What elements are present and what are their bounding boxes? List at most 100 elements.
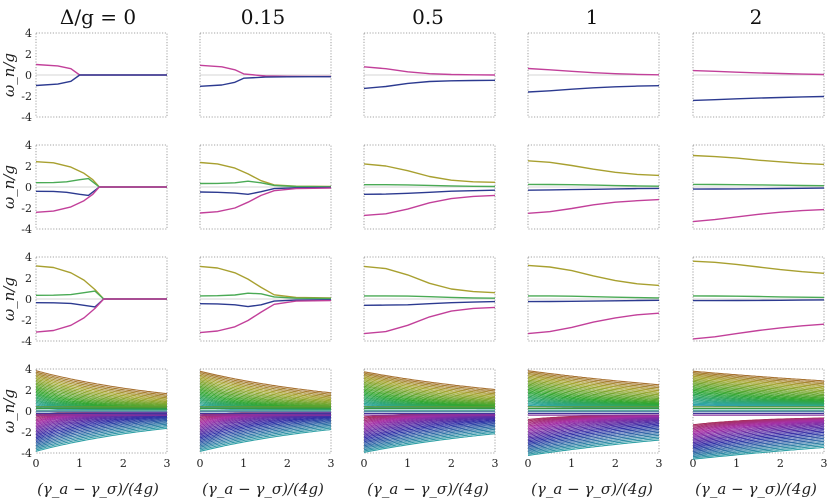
series-line-4 bbox=[692, 208, 825, 223]
family-line-lower bbox=[35, 414, 168, 436]
family-line-upper bbox=[199, 388, 332, 408]
y-tick-label: 0 bbox=[25, 69, 32, 82]
family-line-lower bbox=[527, 419, 660, 437]
family-line-upper bbox=[527, 388, 660, 404]
family-line-upper bbox=[363, 386, 496, 405]
series-line-3 bbox=[692, 187, 825, 190]
y-tick-label: 4 bbox=[25, 27, 32, 40]
family-line-upper bbox=[527, 383, 660, 400]
panel-frame bbox=[363, 256, 496, 342]
family-line-upper bbox=[363, 385, 496, 404]
family-line-upper bbox=[35, 378, 168, 403]
y-axis-label-3: ω_n/g bbox=[0, 277, 18, 321]
x-axis-label-3: (γ_a − γ_σ)/(4g) bbox=[367, 480, 489, 498]
series-line-4 bbox=[35, 186, 167, 213]
x-tick-label: 1 bbox=[568, 457, 575, 470]
panel-r1-c2 bbox=[199, 32, 332, 118]
family-line-upper bbox=[199, 386, 332, 407]
family-line-upper bbox=[527, 370, 660, 386]
family-line-upper bbox=[35, 375, 168, 400]
family-line-lower bbox=[363, 428, 496, 449]
family-line-lower bbox=[363, 418, 496, 439]
series-line-3 bbox=[363, 300, 496, 306]
panel-frame bbox=[35, 256, 168, 342]
series-line-2 bbox=[199, 180, 332, 188]
panel-r1-c1: 4 2 0 -2 -4 bbox=[21, 27, 168, 124]
family-line-lower bbox=[363, 423, 496, 444]
y-tick-label: 0 bbox=[25, 181, 32, 194]
family-line-upper bbox=[527, 376, 660, 393]
series-line-1 bbox=[199, 265, 332, 299]
family-line-lower bbox=[527, 439, 660, 457]
panel-frame bbox=[199, 256, 332, 342]
family-line-upper bbox=[199, 384, 332, 406]
y-tick-label: -4 bbox=[21, 111, 32, 124]
family-line-upper bbox=[527, 392, 660, 406]
family-line-upper bbox=[363, 384, 496, 403]
family-line-upper bbox=[692, 397, 825, 405]
family-line-lower bbox=[527, 428, 660, 447]
y-tick-label: -4 bbox=[21, 223, 32, 236]
panel-r4-c3: 0 1 2 3 bbox=[361, 368, 499, 470]
family-line-upper bbox=[527, 387, 660, 403]
family-line-lower bbox=[363, 430, 496, 451]
x-tick-label: 0 bbox=[525, 457, 532, 470]
x-tick-label: 3 bbox=[492, 457, 499, 470]
family-line-lower bbox=[692, 434, 825, 450]
family-line-upper bbox=[692, 387, 825, 399]
column-titles: Δ/g = 0 0.15 0.5 1 2 bbox=[60, 5, 762, 29]
family-line-upper bbox=[527, 372, 660, 389]
series-line-1 bbox=[35, 63, 167, 76]
series-line-4 bbox=[199, 299, 332, 334]
family-line-lower bbox=[363, 426, 496, 447]
panel-r2-c1: 4 2 0 -2 -4 bbox=[21, 139, 168, 236]
family-line-upper bbox=[527, 378, 660, 394]
family-line-lower bbox=[363, 415, 495, 432]
y-tick-label: -4 bbox=[21, 335, 32, 348]
x-tick-label: 0 bbox=[33, 457, 40, 470]
family-line-upper bbox=[199, 377, 332, 401]
family-line-lower bbox=[527, 426, 660, 445]
series-line-2 bbox=[527, 85, 660, 93]
series-line-2 bbox=[363, 79, 496, 90]
family-line-lower bbox=[199, 422, 332, 446]
family-line-lower bbox=[692, 427, 825, 444]
y-tick-label: -2 bbox=[21, 202, 32, 215]
family-line-lower bbox=[692, 439, 825, 454]
family-line-upper bbox=[527, 380, 660, 397]
family-line-lower bbox=[35, 415, 168, 437]
series-line-2 bbox=[199, 292, 332, 300]
family-line-upper bbox=[692, 396, 825, 405]
panel-frame bbox=[35, 368, 168, 454]
panel-r4-c5: 0 1 2 3 bbox=[690, 368, 828, 470]
y-axis-label-2: ω_n/g bbox=[0, 165, 18, 209]
column-title-2: 0.15 bbox=[241, 5, 286, 29]
y-tick-label: 2 bbox=[25, 48, 32, 61]
y-tick-label: 0 bbox=[25, 405, 32, 418]
panel-r4-c2: 0 1 2 3 bbox=[197, 368, 335, 470]
panel-r2-c3 bbox=[363, 144, 496, 230]
y-tick-label: 0 bbox=[25, 293, 32, 306]
panel-frame bbox=[527, 32, 660, 118]
y-tick-label: 4 bbox=[25, 251, 32, 264]
family-line-lower bbox=[527, 415, 660, 430]
family-line-lower bbox=[527, 430, 660, 449]
series-line-2 bbox=[35, 177, 167, 188]
family-line-upper bbox=[199, 382, 332, 405]
family-line-lower bbox=[199, 415, 332, 436]
x-tick-label: 2 bbox=[612, 457, 619, 470]
family-line-upper bbox=[35, 370, 168, 395]
family-line-lower bbox=[35, 419, 168, 444]
series-line-4 bbox=[35, 298, 167, 333]
family-line-lower bbox=[692, 440, 825, 455]
family-line-lower bbox=[363, 416, 496, 435]
series-line-3 bbox=[527, 299, 660, 303]
series-line-1 bbox=[527, 67, 660, 76]
family-line-lower bbox=[692, 421, 825, 436]
family-line-lower bbox=[527, 433, 660, 451]
family-line-upper bbox=[692, 389, 825, 401]
family-line-lower bbox=[527, 420, 660, 438]
x-tick-label: 3 bbox=[328, 457, 335, 470]
